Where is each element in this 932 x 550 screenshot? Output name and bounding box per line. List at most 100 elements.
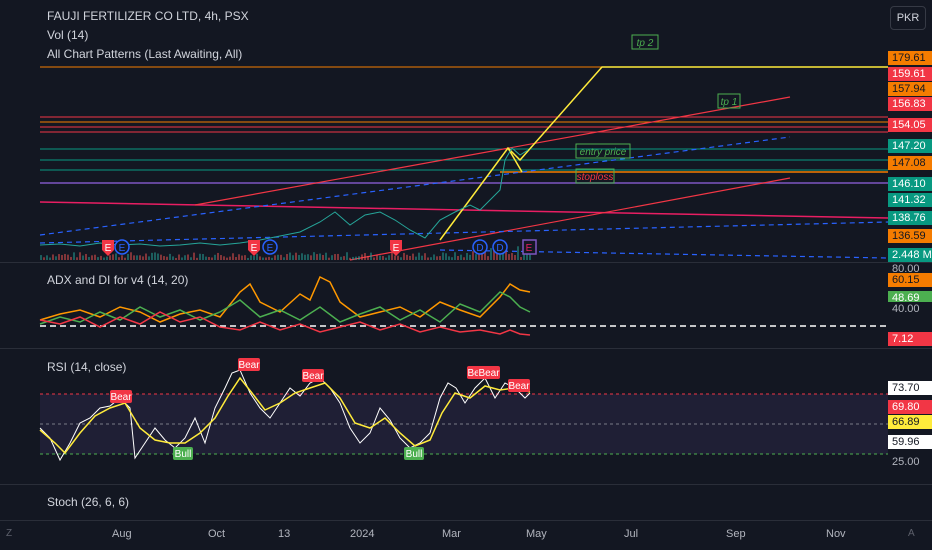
corner-left[interactable]: Z xyxy=(6,528,13,539)
volume-bars xyxy=(40,246,531,260)
volume-bar xyxy=(418,252,420,260)
svg-text:E: E xyxy=(105,243,112,254)
volume-bar xyxy=(271,257,273,260)
volume-bar xyxy=(121,255,123,260)
volume-bar xyxy=(175,257,177,260)
indicator-vol-label[interactable]: Vol (14) xyxy=(47,28,89,42)
volume-bar xyxy=(499,254,501,260)
svg-text:E: E xyxy=(393,243,400,254)
rsi-title[interactable]: RSI (14, close) xyxy=(47,360,127,374)
rsi-signal-bear[interactable]: Bear xyxy=(238,358,260,371)
svg-text:Bear: Bear xyxy=(110,392,132,403)
volume-bar xyxy=(346,252,348,260)
event-marker[interactable]: D xyxy=(492,239,508,255)
volume-bar xyxy=(235,257,237,260)
volume-bar xyxy=(250,255,252,260)
volume-bar xyxy=(115,253,117,260)
stoch-title[interactable]: Stoch (26, 6, 6) xyxy=(47,495,130,509)
pane-separator[interactable] xyxy=(0,484,932,485)
adx-green-series xyxy=(39,291,531,325)
volume-bar xyxy=(151,252,153,260)
volume-bar xyxy=(184,255,186,260)
event-marker[interactable]: E xyxy=(248,240,260,256)
event-marker[interactable]: E xyxy=(522,239,537,255)
time-tick: 13 xyxy=(278,528,291,540)
rsi-signal-bear[interactable]: Bear xyxy=(302,369,324,382)
adx-pane xyxy=(39,275,888,336)
volume-bar xyxy=(247,257,249,260)
volume-bar xyxy=(451,257,453,260)
volume-bar xyxy=(319,253,321,260)
rsi-axis-label: 69.80 xyxy=(888,400,932,414)
volume-bar xyxy=(511,253,513,260)
volume-bar xyxy=(229,256,231,260)
entry-price-label: entry price xyxy=(580,147,627,158)
volume-bar xyxy=(133,255,135,260)
rsi-signal-bull[interactable]: Bull xyxy=(404,447,424,460)
volume-bar xyxy=(523,252,525,260)
volume-bar xyxy=(193,252,195,260)
price-axis-label: 147.08 xyxy=(888,156,932,170)
volume-bar xyxy=(529,254,531,260)
indicator-patterns-label[interactable]: All Chart Patterns (Last Awaiting, All) xyxy=(47,47,243,61)
rsi-signal-bull[interactable]: Bull xyxy=(173,447,193,460)
event-marker[interactable]: E xyxy=(114,239,130,255)
volume-bar xyxy=(55,256,57,260)
stoploss-label: stoploss xyxy=(577,172,614,183)
volume-bar xyxy=(520,256,522,260)
volume-bar xyxy=(100,255,102,260)
svg-text:Bear: Bear xyxy=(238,360,260,371)
rsi-signal-bear[interactable]: Bear xyxy=(110,390,132,403)
volume-bar xyxy=(265,257,267,260)
volume-bar xyxy=(232,253,234,260)
time-tick: Aug xyxy=(112,528,132,540)
rsi-pane: Bear Bear Bear Bear Bear Bear Bull Bull xyxy=(39,358,888,462)
volume-bar xyxy=(178,254,180,260)
event-marker[interactable]: E xyxy=(390,240,402,256)
pane-separator[interactable] xyxy=(0,262,932,263)
volume-bar xyxy=(160,254,162,260)
corner-right[interactable]: A xyxy=(908,528,915,539)
volume-bar xyxy=(226,257,228,260)
volume-bar xyxy=(118,257,120,260)
volume-bar xyxy=(196,257,198,260)
event-marker[interactable]: D xyxy=(472,239,488,255)
volume-bar xyxy=(304,254,306,260)
volume-bar xyxy=(484,249,486,260)
svg-text:E: E xyxy=(251,243,258,254)
rsi-signal-bear[interactable]: Bear xyxy=(478,366,500,379)
volume-bar xyxy=(85,253,87,260)
volume-bar xyxy=(310,255,312,260)
symbol-title[interactable]: FAUJI FERTILIZER CO LTD, 4h, PSX xyxy=(47,9,249,23)
volume-bar xyxy=(487,256,489,260)
currency-button[interactable]: PKR xyxy=(890,6,926,30)
volume-bar xyxy=(202,254,204,260)
rsi-yellow-series xyxy=(39,376,531,455)
volume-bar xyxy=(256,253,258,260)
rsi-signal-bear[interactable]: Bear xyxy=(508,379,530,392)
volume-bar xyxy=(103,257,105,260)
volume-bar xyxy=(280,254,282,260)
volume-bar xyxy=(337,253,339,260)
volume-bar xyxy=(136,255,138,260)
volume-bar xyxy=(94,254,96,260)
pane-separator[interactable] xyxy=(0,348,932,349)
event-marker[interactable]: E xyxy=(262,239,278,255)
volume-bar xyxy=(277,254,279,260)
event-marker[interactable]: E xyxy=(102,240,114,256)
volume-bar xyxy=(433,254,435,260)
volume-bar xyxy=(172,256,174,260)
volume-bar xyxy=(514,255,516,260)
volume-bar xyxy=(61,255,63,260)
volume-bar xyxy=(253,255,255,260)
volume-bar xyxy=(493,249,495,260)
volume-bar xyxy=(67,254,69,260)
adx-title[interactable]: ADX and DI for v4 (14, 20) xyxy=(47,273,189,287)
volume-bar xyxy=(214,254,216,260)
volume-bar xyxy=(262,257,264,260)
rsi-band xyxy=(40,394,888,454)
time-tick: Jul xyxy=(624,528,639,540)
price-axis-label: 141.32 xyxy=(888,193,932,207)
volume-bar xyxy=(325,252,327,260)
